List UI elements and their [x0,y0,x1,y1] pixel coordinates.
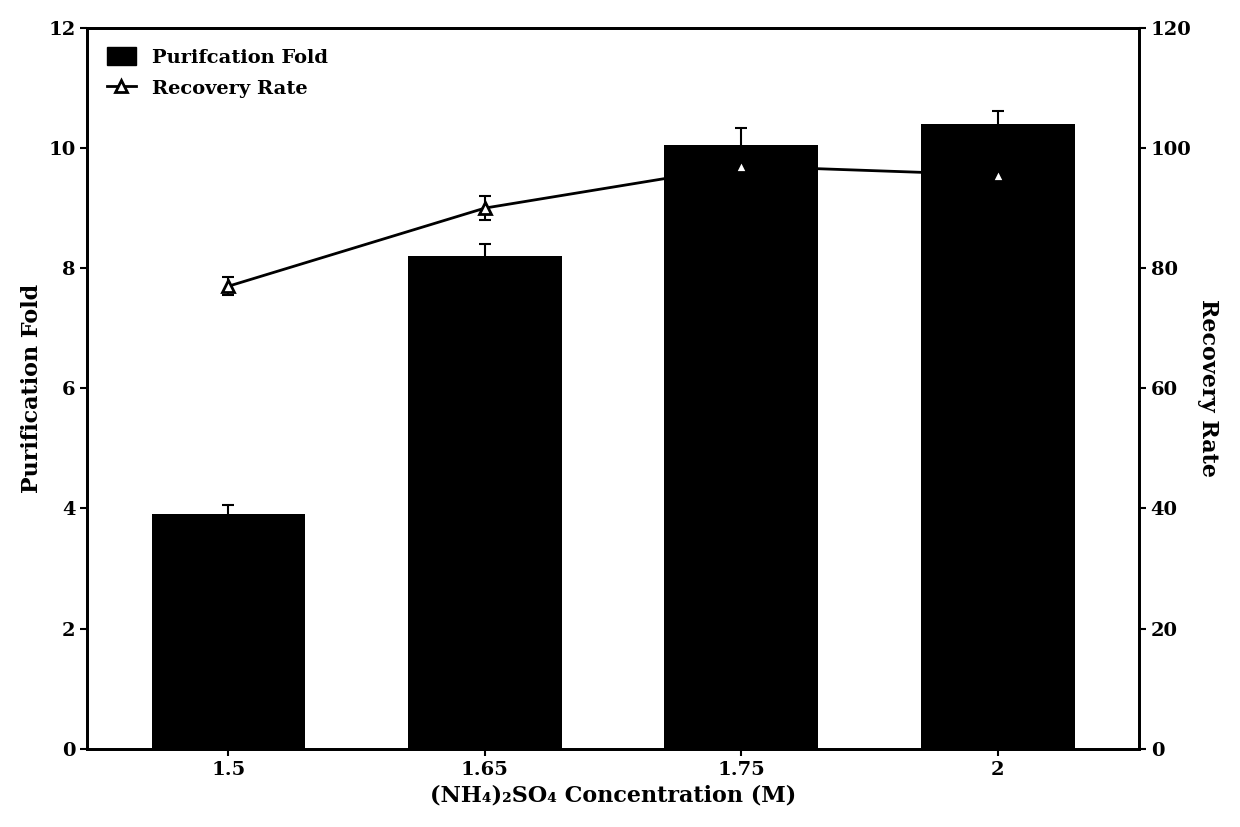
Bar [408,256,562,748]
X-axis label: (NH₄)₂SO₄ Concentration (M): (NH₄)₂SO₄ Concentration (M) [430,784,796,806]
Y-axis label: Recovery Rate: Recovery Rate [1197,299,1219,477]
Bar [151,514,305,748]
Bar [921,124,1075,748]
Y-axis label: Purification Fold: Purification Fold [21,284,43,493]
Bar [665,145,818,748]
Legend: Purifcation Fold, Recovery Rate: Purifcation Fold, Recovery Rate [97,37,337,108]
